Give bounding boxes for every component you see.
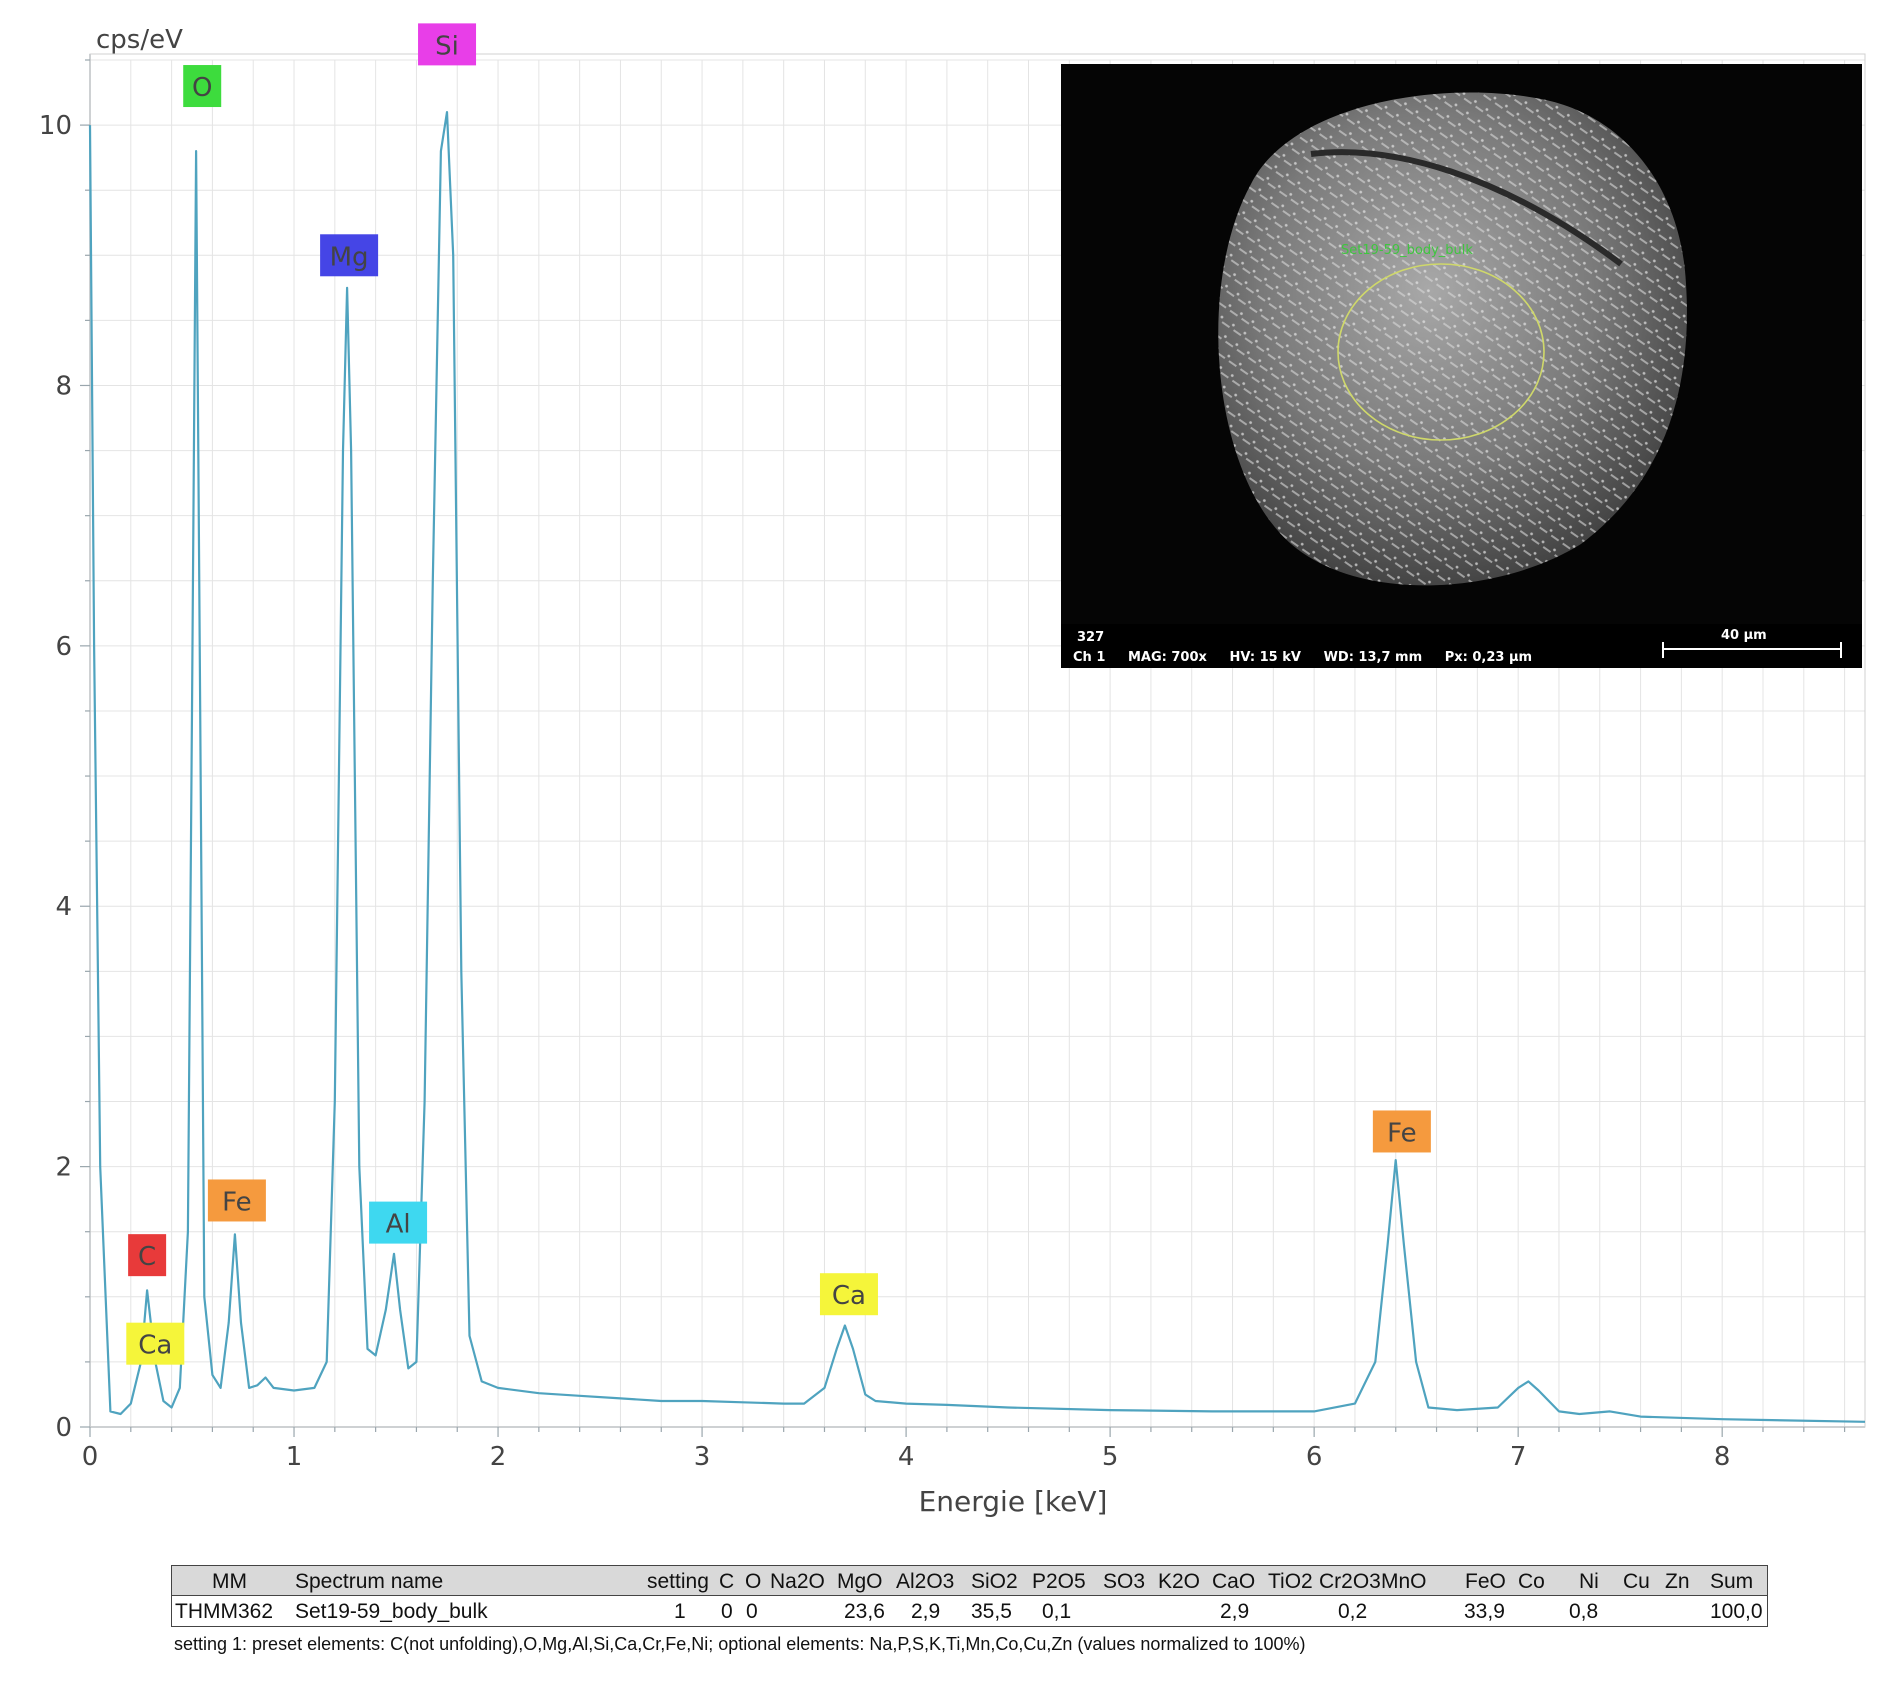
table-cell: 1 xyxy=(674,1600,686,1623)
peak-label-box xyxy=(1372,1110,1431,1153)
peak-label-ca: Ca xyxy=(126,1322,185,1365)
peak-label-box xyxy=(369,1201,428,1244)
chart-ticks: 0 1 2 3 4 5 6 7 8 0 2 4 6 8 10 xyxy=(39,59,1846,1472)
y-tick-label: 10 xyxy=(39,111,72,141)
y-tick-label: 4 xyxy=(55,892,72,922)
table-cell: 0 xyxy=(746,1600,758,1623)
peak-label-text: Al xyxy=(386,1210,411,1240)
y-tick-label: 8 xyxy=(55,371,72,401)
peak-label-text: C xyxy=(138,1242,156,1272)
peak-label-text: Ca xyxy=(832,1281,866,1311)
peak-label-text: O xyxy=(192,73,212,103)
header-cell: FeO xyxy=(1465,1570,1506,1593)
header-cell: Sum xyxy=(1710,1570,1754,1593)
table-cell: Set19-59_body_bulk xyxy=(295,1600,488,1623)
sem-particle-image: Set19-59_body_bulk xyxy=(1061,64,1862,624)
peak-label-box xyxy=(183,65,222,108)
sem-image-number: 327 xyxy=(1077,630,1105,645)
sem-image-parameters: Ch 1 MAG: 700x HV: 15 kV WD: 13,7 mm Px:… xyxy=(1073,650,1533,665)
table-cell: 35,5 xyxy=(971,1600,1012,1623)
header-cell: Zn xyxy=(1665,1570,1690,1593)
table-cell: 0,2 xyxy=(1338,1600,1368,1623)
table-cell: THMM362 xyxy=(175,1600,274,1623)
x-tick-label: 0 xyxy=(82,1442,99,1472)
header-cell: Na2O xyxy=(770,1570,825,1593)
peak-label-fe: Fe xyxy=(1372,1110,1431,1153)
table-footnote: setting 1: preset elements: C(not unfold… xyxy=(174,1634,1306,1654)
x-tick-label: 5 xyxy=(1102,1442,1119,1472)
x-tick-label: 1 xyxy=(286,1442,303,1472)
header-cell: Ni xyxy=(1579,1570,1599,1593)
header-cell: setting xyxy=(647,1570,709,1593)
peak-label-mg: Mg xyxy=(320,234,379,277)
sem-scale-bar xyxy=(1662,642,1842,658)
table-cell: 100,0 xyxy=(1710,1600,1763,1623)
sem-region-label: Set19-59_body_bulk xyxy=(1341,243,1473,258)
peak-label-box xyxy=(128,1234,167,1277)
x-tick-label: 4 xyxy=(898,1442,915,1472)
header-cell: SO3 xyxy=(1103,1570,1146,1593)
x-tick-label: 3 xyxy=(694,1442,711,1472)
table-cell: 33,9 xyxy=(1464,1600,1505,1623)
table-cell: 0,1 xyxy=(1042,1600,1072,1623)
table-row: THMM362 Set19-59_body_bulk 1 0 0 23,6 2,… xyxy=(172,1596,1767,1626)
x-tick-label: 2 xyxy=(490,1442,507,1472)
header-cell: Spectrum name xyxy=(295,1570,444,1593)
table-cell: 23,6 xyxy=(844,1600,885,1623)
header-cell: CaO xyxy=(1212,1570,1256,1593)
peak-label-ca: Ca xyxy=(819,1273,878,1316)
header-cell: Co xyxy=(1518,1570,1545,1593)
plot-frame xyxy=(89,53,1866,1428)
peak-labels: O Si Mg C Ca Fe Al Ca Fe xyxy=(126,23,1431,1365)
x-tick-label: 6 xyxy=(1306,1442,1323,1472)
y-tick-label: 2 xyxy=(55,1153,72,1183)
peak-label-text: Fe xyxy=(1387,1118,1417,1148)
peak-label-o: O xyxy=(183,65,222,108)
spectrum-line xyxy=(88,111,1866,1423)
peak-label-box xyxy=(126,1322,185,1365)
header-cell: TiO2 xyxy=(1268,1570,1313,1593)
header-cell: P2O5 xyxy=(1032,1570,1086,1593)
x-tick-label: 7 xyxy=(1510,1442,1527,1472)
peak-label-box xyxy=(819,1273,878,1316)
y-tick-label: 0 xyxy=(55,1413,72,1443)
header-cell: K2O xyxy=(1158,1570,1201,1593)
header-cell: MgO xyxy=(837,1570,883,1593)
peak-label-box xyxy=(207,1179,266,1222)
chart-grid xyxy=(89,59,1865,1428)
header-cell: O xyxy=(745,1570,762,1593)
header-cell: Cr2O3 xyxy=(1319,1570,1381,1593)
table-cell: 2,9 xyxy=(911,1600,941,1623)
sem-footer: 327 Ch 1 MAG: 700x HV: 15 kV WD: 13,7 mm… xyxy=(1061,624,1862,668)
x-tick-label: 8 xyxy=(1714,1442,1731,1472)
peak-label-text: Ca xyxy=(138,1331,172,1361)
header-cell: SiO2 xyxy=(971,1570,1018,1593)
sem-image-panel: Set19-59_body_bulk 327 Ch 1 MAG: 700x HV… xyxy=(1061,64,1862,668)
peak-label-al: Al xyxy=(369,1201,428,1244)
y-tick-label: 6 xyxy=(55,632,72,662)
header-cell: MnO xyxy=(1381,1570,1427,1593)
peak-label-si: Si xyxy=(418,23,477,66)
header-cell: MM xyxy=(212,1570,247,1593)
table-header: MM Spectrum name setting C O Na2O MgO Al… xyxy=(172,1566,1767,1596)
peak-label-c: C xyxy=(128,1234,167,1277)
peak-label-box xyxy=(320,234,379,277)
peak-label-text: Mg xyxy=(330,242,369,272)
peak-label-fe: Fe xyxy=(207,1179,266,1222)
composition-table: MM Spectrum name setting C O Na2O MgO Al… xyxy=(171,1565,1768,1627)
sem-scale-label: 40 µm xyxy=(1721,628,1767,643)
header-cell: Cu xyxy=(1623,1570,1650,1593)
peak-label-box xyxy=(418,23,477,66)
peak-label-text: Si xyxy=(435,31,459,61)
header-cell: Al2O3 xyxy=(896,1570,955,1593)
table-cell: 0 xyxy=(721,1600,733,1623)
peak-label-text: Fe xyxy=(222,1187,252,1217)
chart-axes xyxy=(89,53,1866,1428)
x-axis-label: Energie [keV] xyxy=(919,1485,1108,1518)
table-cell: 2,9 xyxy=(1220,1600,1250,1623)
y-axis-label: cps/eV xyxy=(96,25,183,55)
header-cell: C xyxy=(719,1570,735,1593)
table-cell: 0,8 xyxy=(1569,1600,1599,1623)
